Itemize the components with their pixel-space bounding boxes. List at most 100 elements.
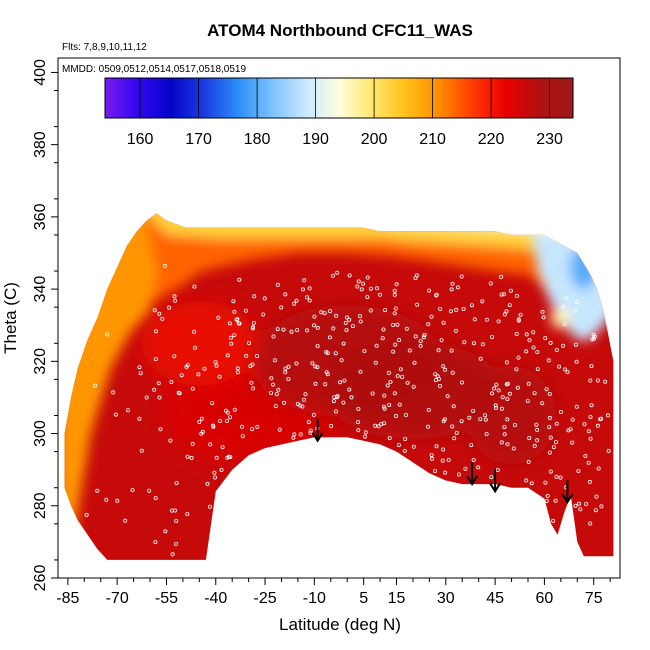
sample-point: [441, 364, 446, 369]
sample-point: [294, 361, 299, 366]
dates-annotation: MMDD: 0509,0512,0514,0517,0518,0519: [62, 64, 246, 75]
sample-point: [313, 381, 318, 386]
sample-point: [361, 281, 366, 286]
sample-point: [393, 342, 398, 347]
sample-point: [490, 391, 495, 396]
sample-point: [192, 284, 197, 289]
sample-point: [599, 504, 604, 509]
sample-point: [553, 498, 558, 503]
sample-point: [532, 391, 537, 396]
sample-point: [202, 366, 207, 371]
sample-point: [413, 334, 418, 339]
sample-point: [365, 275, 370, 280]
sample-point: [115, 498, 120, 503]
sample-point: [595, 423, 600, 428]
sample-point: [298, 432, 303, 437]
sample-point: [439, 338, 444, 343]
y-tick-label: 280: [32, 492, 49, 519]
sample-point: [179, 373, 184, 378]
sample-point: [382, 308, 387, 313]
chart-title: ATOM4 Northbound CFC11_WAS: [207, 21, 473, 40]
sample-point: [394, 282, 399, 287]
sample-point: [319, 310, 324, 315]
sample-point: [515, 385, 520, 390]
sample-point: [306, 420, 311, 425]
sample-point: [283, 292, 288, 297]
sample-point: [173, 298, 178, 303]
sample-point: [576, 468, 581, 473]
sample-point: [548, 435, 553, 440]
sample-point: [438, 306, 443, 311]
sample-point: [387, 402, 392, 407]
sample-point: [455, 285, 460, 290]
sample-point: [415, 302, 420, 307]
sample-point: [434, 444, 439, 449]
sample-point: [382, 406, 387, 411]
sample-point: [603, 379, 608, 384]
sample-point: [163, 529, 168, 534]
sample-point: [225, 410, 230, 415]
sample-point: [535, 438, 540, 443]
sample-point: [344, 328, 349, 333]
sample-point: [144, 395, 149, 400]
sample-point: [484, 432, 489, 437]
sample-point: [574, 342, 579, 347]
sample-point: [358, 319, 363, 324]
sample-point: [516, 355, 521, 360]
sample-point: [381, 327, 386, 332]
sample-point: [459, 380, 464, 385]
sample-point: [357, 314, 362, 319]
sample-point: [212, 470, 217, 475]
sample-point: [343, 320, 348, 325]
sample-point: [339, 358, 344, 363]
sample-point: [234, 317, 239, 322]
sample-point: [505, 396, 510, 401]
sample-point: [411, 444, 416, 449]
sample-point: [294, 298, 299, 303]
x-tick-label: 60: [536, 590, 554, 607]
x-axis-label: Latitude (deg N): [279, 615, 401, 634]
sample-point: [283, 370, 288, 375]
sample-point: [578, 507, 583, 512]
sample-point: [499, 292, 504, 297]
sample-point: [412, 360, 417, 365]
sample-point: [261, 312, 266, 317]
sample-point: [606, 448, 611, 453]
sample-point: [300, 404, 305, 409]
sample-point: [240, 434, 245, 439]
sample-point: [347, 317, 352, 322]
sample-point: [427, 288, 432, 293]
sample-point: [502, 432, 507, 437]
sample-point: [433, 372, 438, 377]
sample-point: [231, 299, 236, 304]
sample-point: [586, 460, 591, 465]
sample-point: [588, 414, 593, 419]
sample-point: [459, 419, 464, 424]
sample-point: [505, 381, 510, 386]
sample-point: [286, 376, 291, 381]
sample-point: [328, 309, 333, 314]
sample-point: [169, 508, 174, 513]
sample-point: [454, 307, 459, 312]
sample-point: [575, 300, 580, 305]
sample-point: [374, 286, 379, 291]
sample-point: [216, 315, 221, 320]
sample-point: [500, 395, 505, 400]
sample-point: [138, 371, 143, 376]
sample-point: [373, 423, 378, 428]
sample-point: [157, 395, 162, 400]
sample-point: [588, 436, 593, 441]
sample-point: [126, 408, 131, 413]
sample-point: [535, 427, 540, 432]
sample-point: [190, 441, 195, 446]
sample-point: [208, 442, 213, 447]
sample-point: [315, 325, 320, 330]
sample-point: [499, 406, 504, 411]
x-tick-label: -70: [106, 590, 129, 607]
sample-point: [499, 274, 504, 279]
sample-point: [494, 382, 499, 387]
sample-point: [192, 345, 197, 350]
sample-point: [323, 382, 328, 387]
sample-point: [534, 422, 539, 427]
sample-point: [174, 542, 179, 547]
